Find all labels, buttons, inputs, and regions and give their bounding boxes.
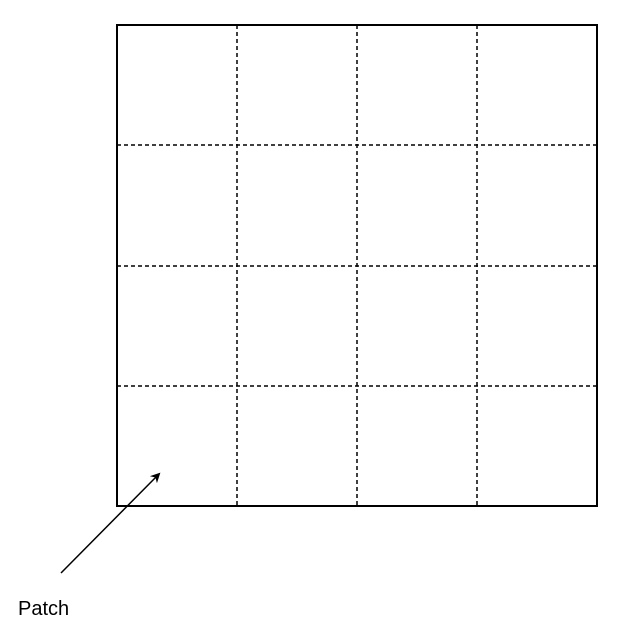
- patch-grid: [117, 25, 597, 506]
- arrow: [60, 472, 161, 574]
- patch-label: Patch: [18, 598, 69, 620]
